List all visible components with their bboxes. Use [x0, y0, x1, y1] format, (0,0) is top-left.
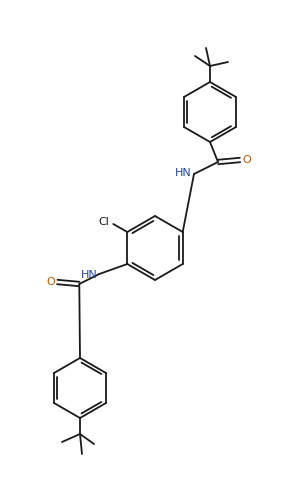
Text: HN: HN — [175, 168, 192, 178]
Text: O: O — [46, 277, 55, 287]
Text: HN: HN — [81, 270, 97, 280]
Text: O: O — [243, 155, 251, 165]
Text: Cl: Cl — [98, 217, 109, 227]
